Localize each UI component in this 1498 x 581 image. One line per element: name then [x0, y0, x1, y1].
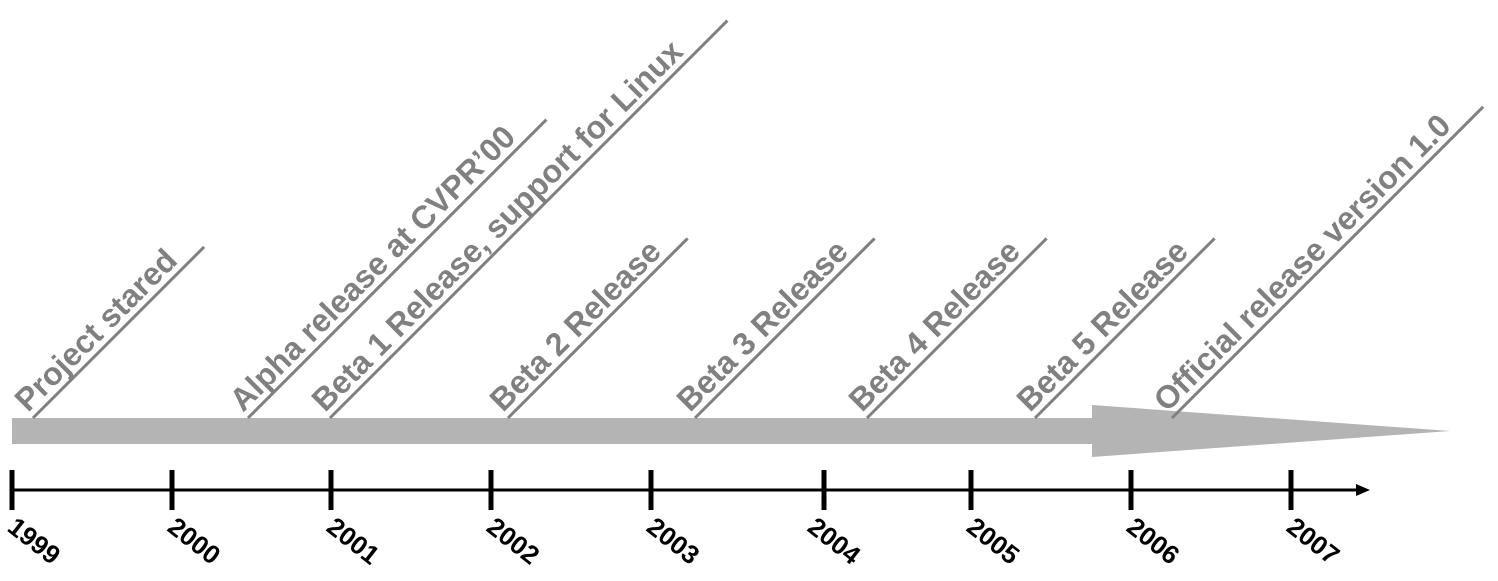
year-label-1999: 1999	[2, 511, 66, 570]
event-label: Beta 4 Release	[842, 233, 1027, 418]
year-label-2005: 2005	[961, 511, 1025, 570]
event-underline	[506, 237, 689, 420]
event-underline	[1170, 105, 1485, 420]
event-label: Project stared	[8, 242, 184, 418]
event-label: Beta 3 Release	[670, 233, 855, 418]
year-label-2002: 2002	[481, 511, 545, 570]
event-8: Official release version 1.0	[1147, 105, 1485, 420]
event-1: Project stared	[8, 242, 206, 420]
year-axis-arrowhead	[1356, 484, 1370, 496]
event-label: Official release version 1.0	[1147, 107, 1458, 418]
event-label: Beta 1 Release, support for Linux	[305, 33, 690, 418]
event-underline	[328, 19, 729, 420]
event-underline	[1033, 237, 1216, 420]
event-2: Alpha release at CVPR’00	[223, 118, 548, 420]
event-underline	[246, 118, 548, 420]
timeline-progress-arrow	[12, 405, 1450, 457]
event-3: Beta 1 Release, support for Linux	[305, 19, 729, 420]
year-label-2006: 2006	[1121, 511, 1185, 570]
year-label-2007: 2007	[1281, 511, 1345, 570]
event-4: Beta 2 Release	[483, 233, 689, 420]
event-5: Beta 3 Release	[670, 233, 876, 420]
year-label-2000: 2000	[162, 511, 226, 570]
year-ticks	[9, 470, 1294, 510]
event-underline	[865, 237, 1048, 420]
event-underline	[693, 237, 876, 420]
event-underline	[31, 245, 206, 420]
year-label-2003: 2003	[641, 511, 705, 570]
year-label-2004: 2004	[802, 511, 866, 571]
event-label: Beta 2 Release	[483, 233, 668, 418]
year-label-2001: 2001	[321, 511, 385, 570]
